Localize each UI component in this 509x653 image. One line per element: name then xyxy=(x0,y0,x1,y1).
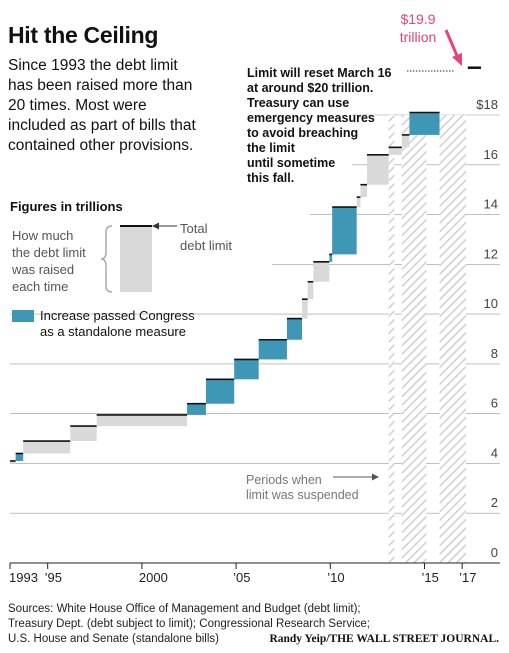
x-tick-label: ’95 xyxy=(45,570,62,585)
standalone-increase-bar xyxy=(409,112,440,135)
limit-callout: $19.9 trillion xyxy=(399,11,437,45)
increase-bar xyxy=(313,261,330,282)
y-tick-label: 10 xyxy=(484,296,498,311)
x-tick-label: ’10 xyxy=(327,570,344,585)
suspended-period xyxy=(401,115,410,563)
chart-title: Hit the Ceiling xyxy=(8,22,159,48)
increase-bar xyxy=(23,441,71,454)
standalone-increase-bar xyxy=(234,359,259,380)
standalone-increase-bar xyxy=(332,207,357,255)
increase-bar xyxy=(367,154,389,185)
axes: 0 2 4 6 8 10 12 14 16 $18 1993 ’95 2000 ’05 ’10 ’15 ’17 xyxy=(9,97,500,585)
increase-bar xyxy=(70,426,97,442)
suspended-periods xyxy=(388,115,466,563)
y-tick-label: 0 xyxy=(491,545,498,560)
increase-bar xyxy=(360,184,368,198)
suspended-label: Periods when limit was suspended xyxy=(246,473,359,502)
suspended-period xyxy=(388,115,395,563)
legend-standalone-swatch xyxy=(12,310,34,322)
legend-raise-label: How much the debt limit was raised each … xyxy=(12,228,86,294)
standalone-increase-bar xyxy=(15,453,24,461)
suspended-period xyxy=(409,115,427,563)
chart-subtitle: Since 1993 the debt limit has been raise… xyxy=(8,57,196,154)
standalone-increase-bar xyxy=(258,339,287,360)
suspended-period xyxy=(439,115,466,563)
standalone-increase-bar xyxy=(329,254,333,262)
sources-note: Sources: White House Office of Managemen… xyxy=(8,603,370,645)
legend-total-arrowhead xyxy=(152,222,159,230)
units-label: Figures in trillions xyxy=(10,199,123,214)
increase-bar xyxy=(96,414,188,427)
y-tick-label: 4 xyxy=(491,445,498,460)
standalone-increase-bar xyxy=(187,403,206,415)
x-tick-label: 2000 xyxy=(139,570,168,585)
x-tick-label: 1993 xyxy=(9,570,38,585)
increase-bar xyxy=(10,460,16,464)
y-tick-label: 12 xyxy=(484,246,498,261)
y-tick-label: 14 xyxy=(484,197,498,212)
y-tick-label: 6 xyxy=(491,396,498,411)
standalone-increase-bar xyxy=(205,379,235,404)
legend-total-label: Total debt limit xyxy=(180,221,233,253)
reset-note: Limit will reset March 16 at around $20 … xyxy=(247,66,392,185)
y-tick-label: 8 xyxy=(491,346,498,361)
legend-brace xyxy=(100,225,113,293)
increase-bar xyxy=(356,197,361,208)
legend-graphics xyxy=(12,29,462,481)
suspended-arrowhead xyxy=(372,473,379,481)
callout-arrowhead xyxy=(452,53,462,66)
legend-raise-swatch xyxy=(120,226,152,292)
x-tick-label: ’15 xyxy=(421,570,438,585)
standalone-increase-bar xyxy=(286,318,303,340)
increase-bar xyxy=(302,299,308,319)
y-tick-label: 2 xyxy=(491,495,498,510)
legend-standalone-label: Increase passed Congress as a standalone… xyxy=(40,308,195,339)
limit-steps xyxy=(10,66,481,464)
credit-line: Randy Yeip/THE WALL STREET JOURNAL. xyxy=(269,633,499,645)
y-tick-label: $18 xyxy=(476,97,498,112)
callout-arrow xyxy=(444,29,460,59)
increase-bar xyxy=(401,134,410,148)
increase-bar xyxy=(388,147,402,155)
x-tick-label: ’05 xyxy=(233,570,250,585)
increase-bar xyxy=(307,281,314,300)
y-tick-label: 16 xyxy=(484,147,498,162)
x-tick-label: ’17 xyxy=(459,570,476,585)
